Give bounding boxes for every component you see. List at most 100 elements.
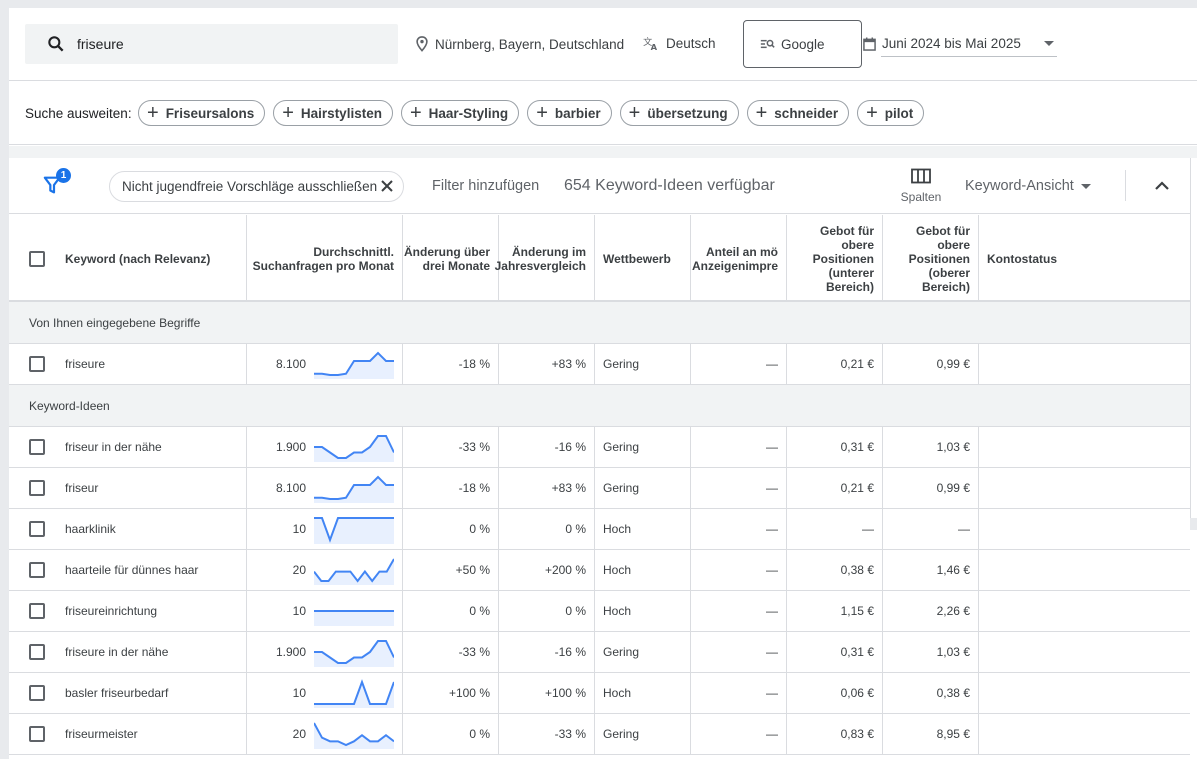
row-checkbox[interactable] [29, 726, 45, 742]
col-bid-low[interactable]: Gebot für obere Positionen (unterer Bere… [787, 215, 883, 302]
svg-text:A: A [651, 42, 658, 51]
account-status-cell [979, 468, 1190, 508]
col-change-3m[interactable]: Änderung über drei Monate [403, 215, 499, 302]
row-checkbox[interactable] [29, 562, 45, 578]
broaden-chip[interactable]: + Haar-Styling [400, 100, 520, 126]
col-impression-share[interactable]: Anteil an mö Anzeigenimpre [691, 215, 787, 302]
table-row[interactable]: friseurmeister 20 0 % -33 % Gering —0,83 €8,9… [9, 714, 1190, 755]
row-checkbox-cell [9, 344, 65, 384]
search-input[interactable]: friseure [25, 24, 398, 64]
row-checkbox-cell [9, 591, 65, 631]
avg-searches-value: 20 [292, 727, 306, 741]
sparkline-line [314, 351, 394, 376]
bid-high-cell: 0,99 € [883, 468, 979, 508]
chip-label: pilot [884, 105, 914, 121]
sparkline-area [314, 477, 394, 503]
change-yoy-cell: +83 % [499, 344, 595, 384]
filter-count-badge: 1 [56, 168, 71, 183]
row-checkbox[interactable] [29, 439, 45, 455]
table-row[interactable]: basler friseurbedarf 10 +100 % +100 % Hoch —0… [9, 673, 1190, 714]
translate-icon: 文A [643, 36, 658, 51]
left-strip [0, 0, 9, 759]
bid-high-cell: 0,38 € [883, 673, 979, 713]
right-edge [1190, 158, 1197, 759]
sparkline-area [314, 611, 394, 626]
row-checkbox-cell [9, 509, 65, 549]
table-row[interactable]: friseur in der nähe 1.900 -33 % -16 % Gering… [9, 427, 1190, 468]
account-status-cell [979, 632, 1190, 672]
row-checkbox[interactable] [29, 480, 45, 496]
sparkline-line [314, 558, 394, 583]
impression-share-cell: — [691, 714, 787, 754]
table-row[interactable]: haarklinik 10 0 % 0 % Hoch — — — [9, 509, 1190, 550]
col-change-yoy[interactable]: Änderung im Jahresvergleich [495, 215, 595, 302]
keyword-cell: friseure [57, 344, 247, 384]
trend-sparkline [314, 640, 394, 667]
competition-cell: Gering [595, 344, 691, 384]
sparkline-line [314, 679, 394, 705]
broaden-chip[interactable]: + übersetzung [619, 100, 739, 126]
columns-button[interactable]: Spalten [898, 168, 944, 204]
trend-sparkline [314, 679, 394, 708]
table-row[interactable]: haarteile für dünnes haar 20 +50 % +200 % Ho… [9, 550, 1190, 591]
table-row[interactable]: friseur 8.100 -18 % +83 % Gering —0,21 €0,99 … [9, 468, 1190, 509]
search-icon [48, 36, 64, 52]
broaden-chip[interactable]: + Friseursalons [138, 100, 266, 126]
chevron-up-icon[interactable] [1152, 176, 1172, 196]
row-checkbox[interactable] [29, 685, 45, 701]
network-selector[interactable]: Google [743, 20, 862, 68]
col-keyword[interactable]: Keyword (nach Relevanz) [57, 215, 247, 302]
add-filter-button[interactable]: Filter hinzufügen [432, 178, 540, 194]
row-checkbox[interactable] [29, 644, 45, 660]
sparkline-area [314, 682, 394, 708]
table-row[interactable]: friseure 8.100 -18 % +83 % Gering —0,21 €0,99… [9, 344, 1190, 385]
date-range-selector[interactable]: Juni 2024 bis Mai 2025 [863, 36, 1057, 57]
keyword-view-label: Keyword-Ansicht [965, 178, 1074, 194]
sparkline-area [314, 723, 394, 749]
keyword-cell: haarklinik [57, 509, 247, 549]
keyword-table: Keyword (nach Relevanz) Durchschnittl. S… [9, 215, 1190, 755]
row-checkbox[interactable] [29, 356, 45, 372]
avg-searches-cell: 10 [247, 509, 403, 549]
bid-high-cell: 1,46 € [883, 550, 979, 590]
bid-low-cell: 0,21 € [787, 468, 883, 508]
col-bid-high[interactable]: Gebot für obere Positionen (oberer Berei… [883, 215, 979, 302]
right-edge-border [1190, 158, 1197, 518]
active-filter-chip[interactable]: Nicht jugendfreie Vorschläge ausschließe… [109, 171, 404, 202]
chip-label: Friseursalons [165, 105, 255, 121]
keyword-cell: friseurmeister [57, 714, 247, 754]
avg-searches-value: 10 [292, 604, 306, 618]
change-3m-cell: 0 % [403, 591, 499, 631]
broaden-chip[interactable]: + barbier [527, 100, 612, 126]
impression-share-cell: — [691, 509, 787, 549]
bid-low-cell: 0,83 € [787, 714, 883, 754]
section-entered-terms: Von Ihnen eingegebene Begriffe [9, 302, 1190, 344]
keyword-view-dropdown[interactable]: Keyword-Ansicht [965, 178, 1091, 194]
sparkline-line [314, 435, 394, 459]
plus-icon: + [866, 102, 878, 124]
keyword-idea-count: 654 Keyword-Ideen verfügbar [564, 177, 775, 194]
row-checkbox[interactable] [29, 521, 45, 537]
date-range-underline [881, 56, 1057, 57]
plus-icon: + [409, 102, 422, 124]
account-status-cell [979, 673, 1190, 713]
broaden-chip[interactable]: + schneider [746, 100, 850, 126]
col-competition[interactable]: Wettbewerb [595, 215, 691, 302]
col-account-status[interactable]: Kontostatus [987, 251, 1057, 266]
close-icon[interactable] [379, 178, 395, 194]
row-checkbox-cell [9, 673, 65, 713]
location-selector[interactable]: Nürnberg, Bayern, Deutschland [415, 36, 624, 52]
table-row[interactable]: friseureinrichtung 10 0 % 0 % Hoch —1,15 €2,2… [9, 591, 1190, 632]
competition-cell: Hoch [595, 591, 691, 631]
row-checkbox[interactable] [29, 603, 45, 619]
broaden-chip[interactable]: + Hairstylisten [273, 100, 393, 126]
competition-cell: Hoch [595, 550, 691, 590]
col-avg-searches[interactable]: Durchschnittl. Suchanfragen pro Monat [247, 215, 403, 302]
avg-searches-value: 1.900 [275, 645, 306, 659]
change-yoy-cell: +100 % [499, 673, 595, 713]
avg-searches-cell: 1.900 [247, 632, 403, 672]
broaden-chip[interactable]: + pilot [857, 100, 925, 126]
table-row[interactable]: friseure in der nähe 1.900 -33 % -16 % Gerin… [9, 632, 1190, 673]
select-all-checkbox[interactable] [29, 250, 45, 267]
